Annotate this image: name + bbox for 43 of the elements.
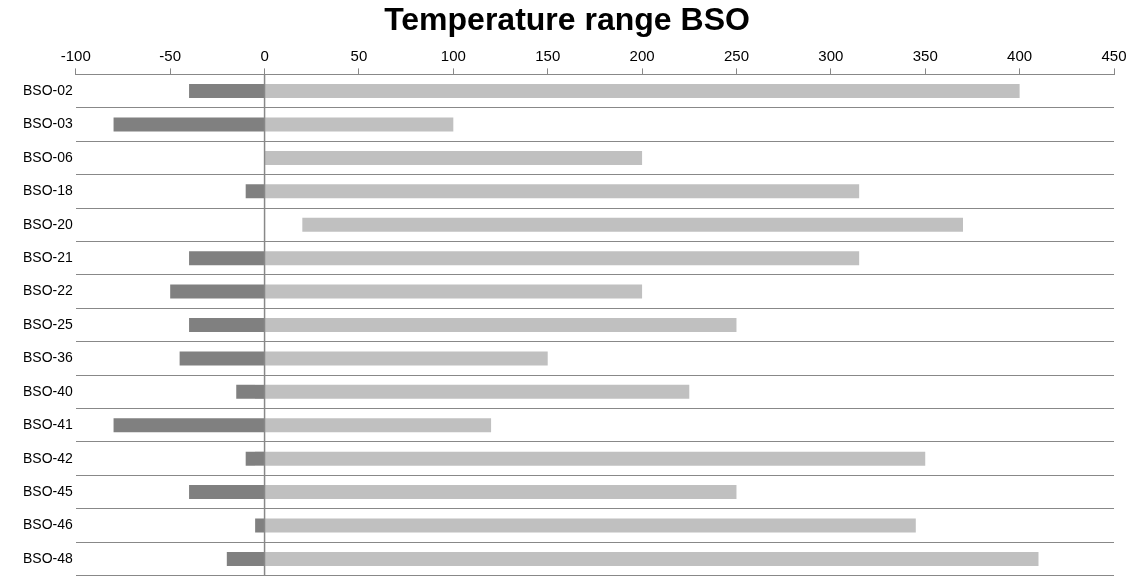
chart-title: Temperature range BSO: [384, 1, 750, 38]
y-tick-label: BSO-46: [22, 516, 73, 533]
bar: [265, 150, 643, 165]
y-tick-label: BSO-18: [22, 182, 73, 199]
bar: [265, 284, 643, 299]
bar: [265, 384, 690, 399]
bar: [265, 551, 1039, 566]
y-tick-label: BSO-22: [22, 282, 73, 299]
x-tick-label: 250: [723, 46, 749, 64]
bar: [265, 351, 548, 366]
bar: [265, 84, 1020, 99]
x-tick-label: -100: [60, 46, 91, 64]
bar: [265, 518, 916, 533]
y-tick-label: BSO-42: [22, 449, 73, 466]
bar: [265, 418, 492, 433]
x-tick-label: 400: [1007, 46, 1033, 64]
x-tick-label: 50: [350, 46, 368, 64]
y-tick-label: BSO-36: [22, 349, 73, 366]
x-tick-label: 350: [912, 46, 938, 64]
y-tick-label: BSO-45: [22, 482, 73, 499]
x-tick-label: 0: [260, 46, 269, 64]
y-tick-label: BSO-20: [22, 215, 73, 232]
y-tick-label: BSO-06: [22, 148, 73, 165]
y-tick-label: BSO-40: [22, 382, 73, 399]
x-tick-label: 450: [1101, 46, 1127, 64]
bar: [265, 184, 860, 199]
x-tick-label: 100: [440, 46, 466, 64]
bar: [265, 317, 737, 333]
y-tick-label: BSO-48: [22, 549, 73, 566]
y-tick-label: BSO-02: [22, 81, 73, 98]
x-tick-label: 150: [535, 46, 561, 64]
y-tick-label: BSO-41: [22, 416, 73, 433]
bar: [265, 451, 926, 466]
y-tick-label: BSO-03: [22, 115, 73, 132]
bar: [302, 217, 963, 232]
x-tick-label: -50: [159, 46, 182, 64]
x-tick-label: 200: [629, 46, 655, 64]
y-tick-label: BSO-25: [22, 315, 73, 332]
bar: [265, 251, 860, 266]
y-tick-label: BSO-21: [22, 249, 73, 266]
x-tick-label: 300: [818, 46, 844, 64]
bar: [265, 117, 454, 132]
bar: [265, 485, 737, 500]
